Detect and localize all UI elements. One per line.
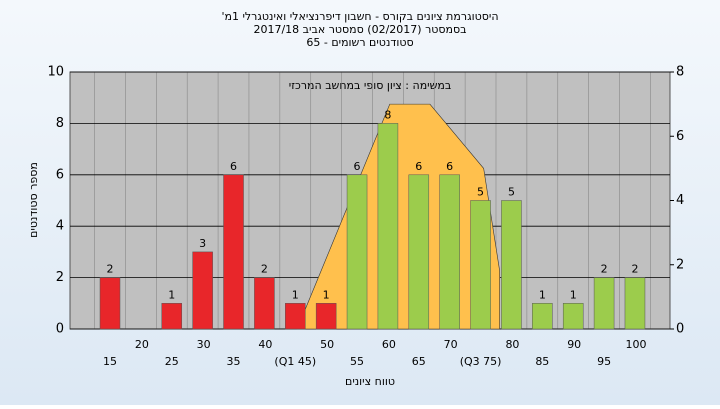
x-tick-label: 30 (197, 338, 211, 351)
data-label: 6 (354, 160, 361, 173)
y2-tick-label: 2 (676, 257, 684, 272)
x-tick-label: 55 (350, 355, 364, 368)
data-label: 5 (508, 186, 515, 199)
chart-title: 'היסטוגרמת ציונים בקורס - חשבון דיפרנציא… (221, 10, 498, 23)
bar (408, 174, 430, 330)
bar (593, 277, 615, 330)
y2-tick-label: 8 (676, 65, 684, 80)
x-tick-label: 95 (597, 355, 611, 368)
y-tick-label: 4 (56, 219, 64, 234)
data-label: 2 (601, 263, 608, 276)
bar (501, 200, 522, 330)
data-label: 1 (292, 288, 299, 301)
data-label: 1 (539, 288, 546, 301)
x-tick-label: 40 (258, 338, 272, 351)
bar (439, 174, 460, 330)
y-tick-label: 2 (56, 270, 64, 285)
bar (346, 174, 368, 330)
data-label: 1 (168, 288, 175, 301)
y-axis-label: מספר סטודנטים (27, 162, 40, 238)
x-tick-label: 100 (625, 338, 646, 351)
y2-tick-label: 0 (676, 322, 684, 337)
x-tick-label: 35 (227, 355, 241, 368)
x-tick-label: 60 (382, 338, 396, 351)
chart-subtitle: בסמסטר (02/2017) סמסטר אביב 2017/18 (253, 23, 466, 36)
x-tick-label: 65 (412, 355, 426, 368)
data-label: 2 (631, 263, 638, 276)
annotation: במשימה : ציון סופי במחשב המרכזי (289, 79, 452, 92)
y2-tick-label: 4 (676, 193, 684, 208)
bar (223, 174, 244, 330)
data-label: 6 (446, 160, 453, 173)
bar (254, 277, 275, 330)
x-tick-label: 90 (567, 338, 581, 351)
x-tick-label: 20 (135, 338, 149, 351)
data-label: 1 (570, 288, 577, 301)
x-tick-label: 70 (444, 338, 458, 351)
bar (99, 277, 121, 330)
x-tick-label: 80 (505, 338, 519, 351)
bar (624, 277, 646, 330)
y-tick-label: 0 (56, 322, 64, 337)
x-tick-label: (Q1 45) (274, 355, 316, 368)
data-label: 6 (230, 160, 237, 173)
data-label: 3 (199, 237, 206, 250)
y-tick-label: 8 (56, 116, 64, 131)
x-tick-label: 85 (535, 355, 549, 368)
bar (377, 123, 399, 330)
data-label: 8 (384, 108, 391, 121)
bar (562, 303, 584, 330)
x-tick-label: 50 (320, 338, 334, 351)
x-tick-label: 25 (165, 355, 179, 368)
x-axis-label: טווח ציונים (345, 375, 395, 388)
data-label: 2 (261, 263, 268, 276)
bar (192, 251, 213, 330)
x-tick-label: 15 (103, 355, 117, 368)
y-tick-label: 6 (56, 167, 64, 182)
y2-tick-label: 6 (676, 129, 684, 144)
bar (285, 303, 306, 330)
y-tick-label: 10 (47, 65, 64, 80)
data-label: 2 (107, 263, 114, 276)
bar (161, 303, 183, 330)
data-label: 5 (477, 186, 484, 199)
data-label: 1 (323, 288, 330, 301)
data-label: 6 (415, 160, 422, 173)
bar (470, 200, 491, 330)
bar (532, 303, 553, 330)
chart-subtitle: סטודנטים רשומים - 65 (306, 36, 413, 49)
bar (315, 303, 337, 330)
x-tick-label: (Q3 75) (460, 355, 502, 368)
